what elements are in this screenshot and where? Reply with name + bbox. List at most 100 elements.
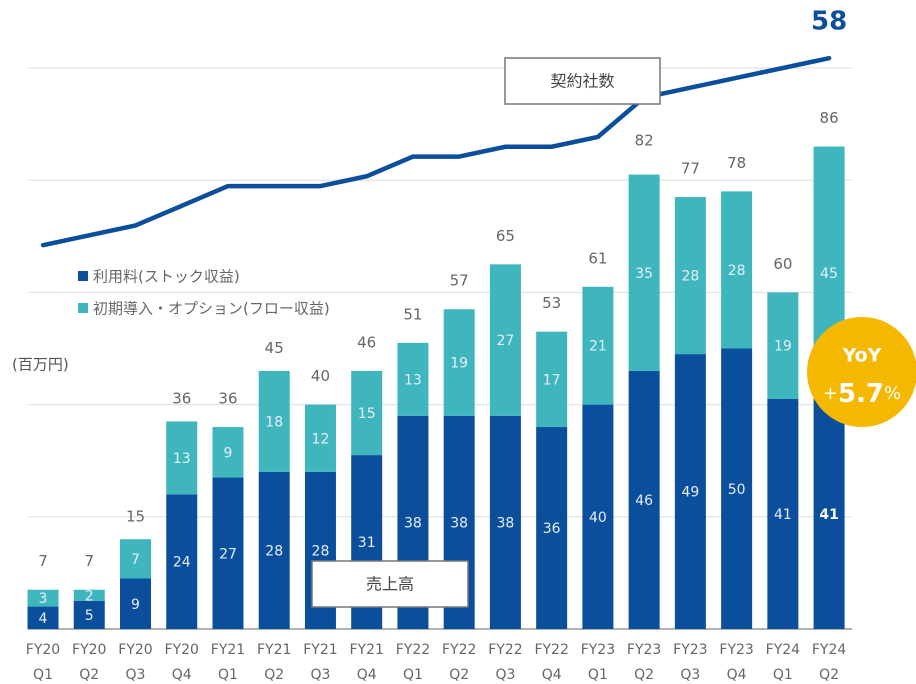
x-tick-label: FY20 <box>72 642 106 658</box>
bar-value-label: 17 <box>543 372 561 388</box>
bar-segment <box>674 354 706 629</box>
bar-segment <box>721 191 753 349</box>
x-tick-label: Q3 <box>680 667 700 683</box>
bar-value-label: 2 <box>85 588 94 604</box>
bar-segment <box>166 421 198 495</box>
x-tick-label: FY22 <box>442 642 476 658</box>
bar-segment <box>397 342 429 416</box>
yoy-title: YoY <box>842 345 882 367</box>
total-label: 82 <box>635 131 654 149</box>
annotation-label: 契約社数 <box>550 72 614 91</box>
x-tick-label: FY20 <box>165 642 199 658</box>
total-label: 61 <box>588 249 607 267</box>
x-tick-label: Q1 <box>33 667 53 683</box>
yoy-badge <box>807 317 916 427</box>
bar-segment <box>27 606 59 629</box>
x-tick-label: FY22 <box>488 642 522 658</box>
x-tick-label: Q3 <box>126 667 146 683</box>
bar-segment <box>73 600 105 629</box>
x-tick-label: Q4 <box>357 667 377 683</box>
x-tick-label: FY20 <box>118 642 152 658</box>
bar-segment <box>212 477 244 629</box>
x-tick-label: FY24 <box>812 642 847 658</box>
annotation-box <box>311 560 469 608</box>
bar-value-label: 27 <box>219 546 237 562</box>
x-tick-label: Q2 <box>79 667 99 683</box>
legend-label: 利用料(ストック収益) <box>93 268 240 286</box>
bar-value-label: 41 <box>774 507 792 523</box>
bar-value-label: 19 <box>450 356 468 372</box>
bar-segment <box>120 539 151 579</box>
bar-value-label: 38 <box>497 515 515 531</box>
total-label: 57 <box>450 272 469 290</box>
bar-segment <box>443 309 475 416</box>
x-tick-label: FY24 <box>766 642 801 658</box>
yoy-number: 5.7 <box>838 379 884 409</box>
bar-value-label: 13 <box>404 372 422 388</box>
total-label: 53 <box>542 294 561 312</box>
bar-value-label: 45 <box>820 266 838 282</box>
bar-value-label: 3 <box>39 591 48 607</box>
bar-value-label: 21 <box>589 339 607 355</box>
x-tick-label: FY23 <box>627 642 661 658</box>
line-end-label: 58 <box>811 7 847 37</box>
bar-value-label: 40 <box>589 510 607 526</box>
bar-value-label: 38 <box>404 515 422 531</box>
x-tick-label: Q2 <box>819 667 839 683</box>
total-label: 77 <box>681 160 700 178</box>
bar-value-label: 27 <box>497 333 515 349</box>
bar-segment <box>721 348 753 629</box>
x-tick-label: Q1 <box>773 667 793 683</box>
bar-segment <box>489 415 521 629</box>
x-tick-label: Q3 <box>310 667 330 683</box>
x-tick-label: Q1 <box>403 667 423 683</box>
x-tick-label: FY23 <box>719 642 753 658</box>
annotation-box <box>504 57 661 105</box>
x-tick-label: Q4 <box>727 667 747 683</box>
bar-value-label: 50 <box>728 482 746 498</box>
bar-segment <box>351 370 383 456</box>
bar-segment <box>767 292 799 399</box>
x-tick-label: FY21 <box>303 642 337 658</box>
total-label: 51 <box>403 305 422 323</box>
x-tick-label: FY22 <box>396 642 430 658</box>
x-tick-label: Q1 <box>218 667 238 683</box>
bar-segment <box>27 589 59 607</box>
yoy-sign: + <box>823 383 838 404</box>
x-tick-label: FY21 <box>349 642 383 658</box>
bar-segment <box>628 370 660 629</box>
bar-segment <box>582 404 614 629</box>
bar-segment <box>212 427 244 478</box>
bar-segment <box>536 331 568 428</box>
bar-value-label: 9 <box>131 597 140 613</box>
x-tick-label: FY20 <box>26 642 60 658</box>
bar-value-label: 7 <box>131 552 140 568</box>
bar-value-label: 31 <box>358 535 376 551</box>
bar-value-label: 46 <box>635 493 653 509</box>
x-tick-label: Q2 <box>264 667 284 683</box>
bar-value-label: 5 <box>85 608 94 624</box>
total-label: 46 <box>357 333 376 351</box>
bar-value-label: 28 <box>681 269 699 285</box>
legend-swatch <box>78 303 88 313</box>
bar-value-label: 12 <box>312 431 330 447</box>
total-label: 86 <box>820 109 839 127</box>
bar-value-label: 19 <box>774 339 792 355</box>
total-label: 45 <box>265 339 284 357</box>
bar-segment <box>767 398 799 629</box>
x-tick-label: Q1 <box>588 667 608 683</box>
bar-value-label: 49 <box>681 485 699 501</box>
yoy-unit: % <box>884 383 901 404</box>
x-tick-label: Q4 <box>542 667 562 683</box>
bar-segment <box>628 174 660 371</box>
bar-value-label: 35 <box>635 266 653 282</box>
x-tick-label: Q4 <box>172 667 192 683</box>
x-tick-label: FY21 <box>257 642 291 658</box>
line-series <box>40 55 832 248</box>
x-tick-label: FY23 <box>673 642 707 658</box>
bar-value-label: 15 <box>358 406 376 422</box>
bar-value-label: 24 <box>173 555 191 571</box>
bar-value-label: 28 <box>265 543 283 559</box>
legend-swatch <box>78 271 88 281</box>
bar-segment <box>258 471 290 629</box>
